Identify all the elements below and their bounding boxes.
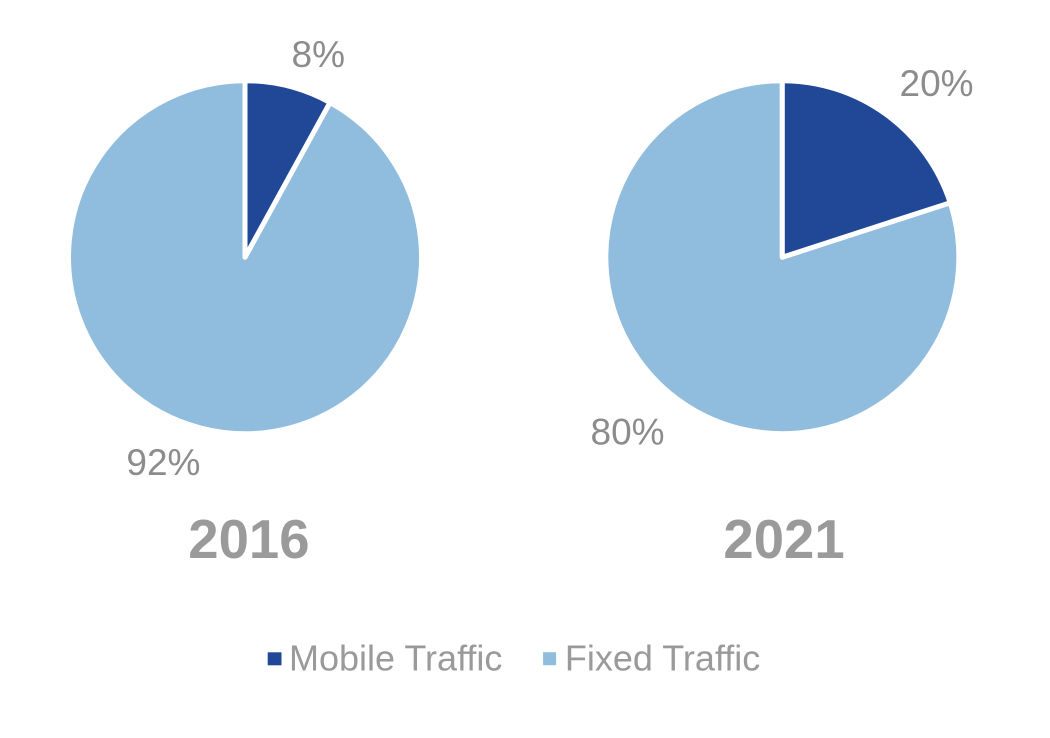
svg-text:92%: 92% [126, 442, 200, 483]
svg-text:Fixed Traffic: Fixed Traffic [565, 638, 760, 679]
svg-text:2021: 2021 [723, 509, 844, 570]
svg-text:20%: 20% [900, 63, 974, 104]
svg-text:2016: 2016 [188, 509, 309, 570]
svg-text:80%: 80% [591, 412, 665, 453]
svg-text:8%: 8% [292, 34, 345, 75]
svg-text:Mobile Traffic: Mobile Traffic [289, 638, 502, 679]
